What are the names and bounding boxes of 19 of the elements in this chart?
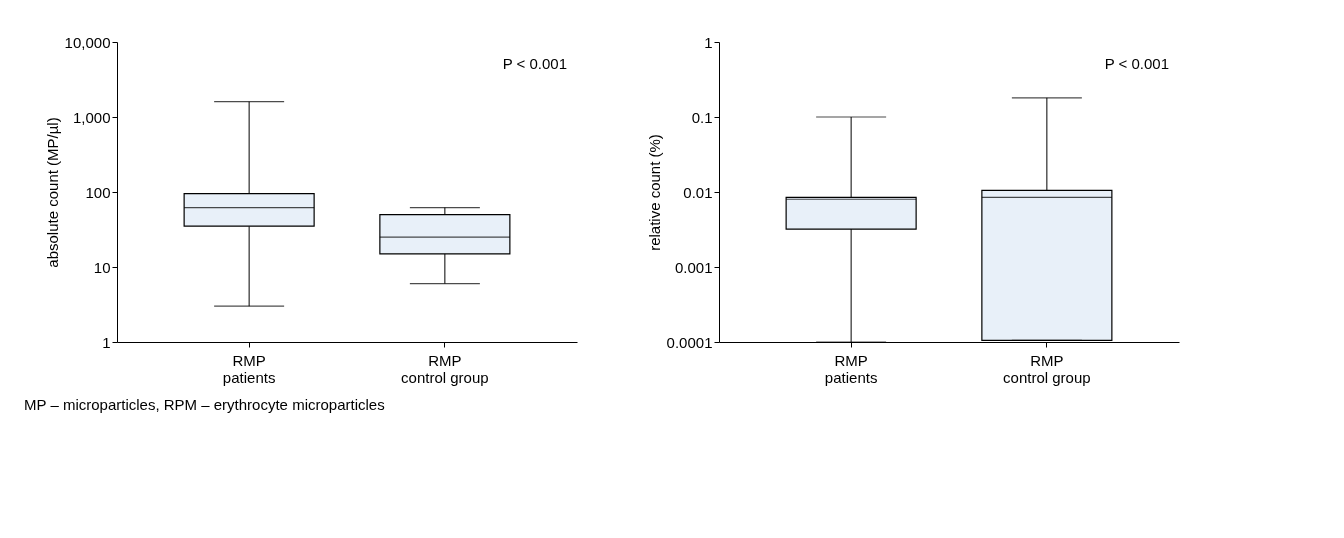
- y-tick-label: 10: [93, 258, 111, 276]
- y-tick-label: 1,000: [72, 108, 111, 126]
- x-tick-label: RMP control group: [401, 351, 489, 386]
- y-tick-label: 0.1: [691, 108, 713, 126]
- y-tick-label: 0.01: [683, 183, 713, 201]
- y-tick-label: 0.0001: [666, 333, 713, 351]
- y-tick-label: 1: [102, 333, 111, 351]
- x-tick-label: RMP patients: [222, 351, 276, 386]
- y-tick-label: 10,000: [64, 33, 111, 51]
- y-tick-label: 1: [704, 33, 713, 51]
- y-axis-title: relative count (%): [645, 134, 663, 251]
- text: MP – microparticles, RPM – erythrocyte microparticles: [24, 396, 386, 413]
- y-tick-label: 100: [85, 183, 111, 201]
- x-tick-label: RMP patients: [824, 351, 878, 386]
- annotation: P < 0.001: [502, 55, 567, 72]
- annotation: P < 0.001: [1104, 55, 1169, 72]
- y-axis-title: absolute count (MP/µl): [43, 117, 61, 268]
- y-tick-label: 0.001: [674, 258, 713, 276]
- x-tick-label: RMP control group: [1003, 351, 1091, 386]
